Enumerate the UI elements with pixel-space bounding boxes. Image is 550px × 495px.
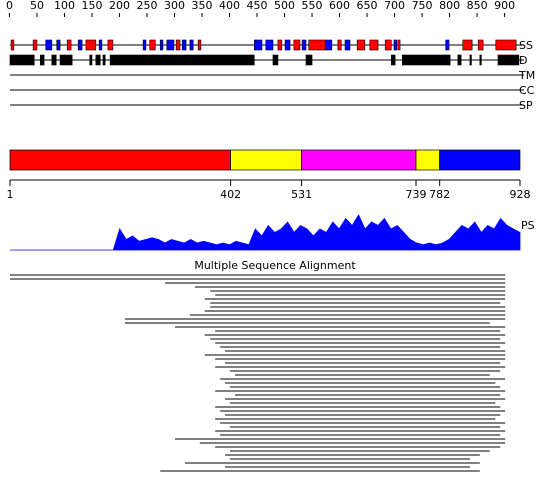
track-label: SS (519, 39, 533, 52)
ps-profile (10, 214, 521, 251)
ruler-label: 0 (6, 0, 13, 12)
feature-segment (397, 39, 401, 51)
ruler-label: 450 (247, 0, 268, 12)
feature-segment (59, 54, 73, 66)
feature-segment (98, 39, 103, 51)
ruler-label: 850 (467, 0, 488, 12)
ruler-label: 100 (54, 0, 75, 12)
feature-segment (272, 54, 279, 66)
ruler-label: 900 (494, 0, 515, 12)
feature-segment (445, 39, 450, 51)
feature-segment (284, 39, 291, 51)
feature-segment (39, 54, 45, 66)
feature-segment (337, 39, 342, 51)
feature-segment (142, 39, 147, 51)
ruler-label: 150 (81, 0, 102, 12)
feature-segment (166, 39, 175, 51)
feature-segment (107, 39, 114, 51)
feature-segment (479, 54, 482, 66)
domain-label: 782 (429, 188, 450, 201)
feature-segment (10, 39, 15, 51)
domain-label: 531 (291, 188, 312, 201)
feature-segment (175, 39, 181, 51)
ruler-label: 600 (329, 0, 350, 12)
feature-segment (495, 39, 517, 51)
ps-label: PS (521, 219, 535, 232)
feature-segment (356, 39, 366, 51)
feature-segment (77, 39, 83, 51)
feature-segment (85, 39, 97, 51)
feature-segment (89, 54, 93, 66)
ruler-label: 550 (302, 0, 323, 12)
feature-segment (344, 39, 351, 51)
ruler-label: 400 (219, 0, 240, 12)
feature-segment (95, 54, 101, 66)
ruler-label: 650 (357, 0, 378, 12)
track-label: CC (519, 84, 535, 97)
track-label: TM (518, 69, 535, 82)
ruler-label: 750 (412, 0, 433, 12)
domain (439, 149, 521, 171)
feature-segment (497, 54, 520, 66)
feature-segment (253, 39, 263, 51)
feature-segment (469, 54, 472, 66)
msa-title: Multiple Sequence Alignment (194, 259, 356, 272)
ruler-label: 250 (136, 0, 157, 12)
feature-segment (56, 39, 61, 51)
feature-segment (293, 39, 301, 51)
feature-segment (149, 39, 156, 51)
feature-segment (32, 39, 38, 51)
track-label: D (519, 54, 527, 67)
feature-segment (462, 39, 473, 51)
feature-segment (477, 39, 484, 51)
ruler-label: 200 (109, 0, 130, 12)
feature-segment (301, 39, 307, 51)
ruler-label: 500 (274, 0, 295, 12)
feature-segment (277, 39, 283, 51)
domain-label: 739 (406, 188, 427, 201)
feature-segment (308, 39, 326, 51)
feature-segment (369, 39, 379, 51)
domain (9, 149, 231, 171)
feature-segment (51, 54, 57, 66)
feature-segment (384, 39, 392, 51)
ruler-label: 350 (192, 0, 213, 12)
feature-segment (189, 39, 194, 51)
feature-segment (102, 54, 106, 66)
domain (230, 149, 302, 171)
feature-segment (159, 39, 164, 51)
domain (301, 149, 417, 171)
feature-segment (401, 54, 451, 66)
feature-segment (66, 39, 72, 51)
feature-segment (393, 39, 398, 51)
feature-segment (181, 39, 187, 51)
feature-segment (305, 54, 313, 66)
ruler-label: 300 (164, 0, 185, 12)
ruler-label: 50 (30, 0, 44, 12)
feature-segment (9, 54, 35, 66)
domain-label: 402 (220, 188, 241, 201)
feature-segment (45, 39, 53, 51)
feature-segment (265, 39, 274, 51)
domain (415, 149, 441, 171)
ruler-label: 800 (439, 0, 460, 12)
domain-label: 1 (7, 188, 14, 201)
track-label: SP (519, 99, 533, 112)
ruler-label: 700 (384, 0, 405, 12)
feature-segment (457, 54, 462, 66)
feature-segment (197, 39, 202, 51)
domain-label: 928 (510, 188, 531, 201)
feature-segment (325, 39, 333, 51)
feature-segment (390, 54, 396, 66)
feature-segment (109, 54, 255, 66)
